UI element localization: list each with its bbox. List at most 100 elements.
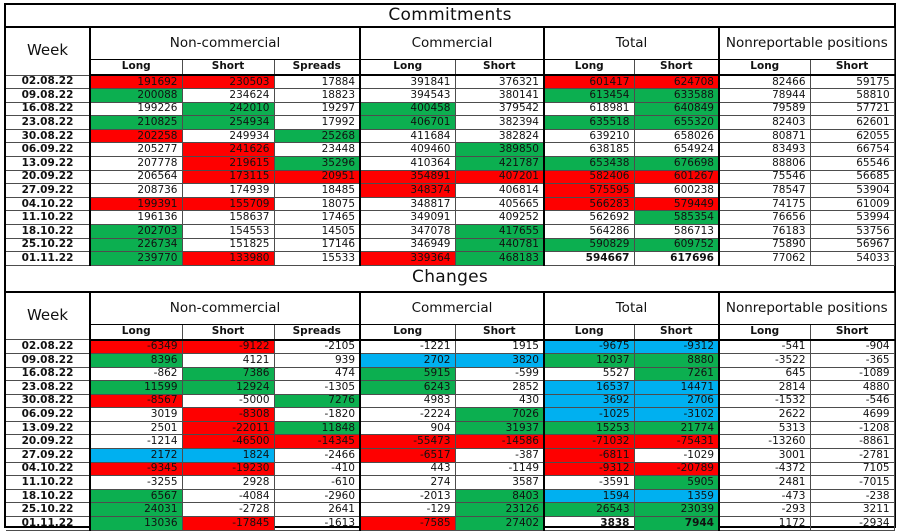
title-row: Changes (6, 265, 895, 293)
value-cell: 219615 (181, 156, 275, 171)
subheader-non-commercial-short: Short (181, 59, 275, 76)
subheader-total-long: Long (543, 323, 635, 341)
table-row: 01.11.22 239770 133980 15533 339364 468183 594… (6, 251, 895, 266)
value-cell: 17884 (273, 74, 361, 90)
value-cell: 443 (359, 461, 456, 477)
subheader-nonreportable-positions-long: Long (718, 59, 811, 76)
value-cell: -610 (273, 475, 361, 490)
value-cell: -541 (718, 339, 811, 354)
value-cell: 17146 (273, 237, 361, 253)
value-cell: 226734 (89, 237, 183, 253)
value-cell: -8308 (181, 407, 275, 422)
value-cell: 394543 (359, 88, 456, 103)
value-cell: 206564 (89, 169, 183, 185)
subheader-commercial-short: Short (454, 59, 545, 76)
value-cell: -8567 (89, 393, 183, 409)
value-cell: 155709 (181, 196, 275, 212)
value-cell: -473 (718, 488, 811, 504)
value-cell: 18823 (273, 88, 361, 103)
value-cell: 191692 (89, 74, 183, 90)
value-cell: 27402 (454, 516, 545, 531)
value-cell: 348374 (359, 183, 456, 198)
value-cell: 638185 (543, 142, 635, 158)
week-cell: 04.10.22 (6, 196, 91, 212)
week-cell: 27.09.22 (6, 448, 91, 463)
value-cell: 2501 (89, 420, 183, 436)
value-cell: 655320 (633, 115, 720, 130)
week-cell: 02.08.22 (6, 339, 91, 354)
subheader-commercial-long: Long (359, 323, 456, 341)
table-row: 11.10.22 196136 158637 17465 349091 409252 562… (6, 210, 895, 226)
subheader-total-short: Short (633, 59, 720, 76)
value-cell: 585354 (633, 210, 720, 226)
value-cell: 3820 (454, 352, 545, 368)
value-cell: 346949 (359, 237, 456, 253)
value-cell: 56967 (809, 237, 895, 253)
value-cell: 430 (454, 393, 545, 409)
value-cell: 654924 (633, 142, 720, 158)
value-cell: -2934 (809, 516, 895, 531)
value-cell: 53994 (809, 210, 895, 226)
value-cell: 2814 (718, 380, 811, 395)
week-cell: 18.10.22 (6, 224, 91, 239)
value-cell: 354891 (359, 169, 456, 185)
subheader-non-commercial-spreads: Spreads (273, 323, 361, 341)
value-cell: 13036 (89, 516, 183, 531)
value-cell: -599 (454, 366, 545, 382)
value-cell: 196136 (89, 210, 183, 226)
table-row: 30.08.22 202258 249934 25268 411684 382824 639… (6, 128, 895, 144)
value-cell: 23126 (454, 502, 545, 518)
value-cell: 640849 (633, 101, 720, 117)
value-cell: 417655 (454, 224, 545, 239)
table-row: 06.09.22 3019 -8308 -1820 -2224 7026 -1025 -310… (6, 407, 895, 422)
value-cell: 562692 (543, 210, 635, 226)
table-row: 13.09.22 2501 -22011 11848 904 31937 15253 2177… (6, 420, 895, 436)
value-cell: 23039 (633, 502, 720, 518)
value-cell: 151825 (181, 237, 275, 253)
week-cell: 09.08.22 (6, 352, 91, 368)
value-cell: 406701 (359, 115, 456, 130)
value-cell: -75431 (633, 434, 720, 450)
value-cell: -1149 (454, 461, 545, 477)
section-title-changes: Changes (6, 265, 895, 293)
value-cell: 613454 (543, 88, 635, 103)
value-cell: -9345 (89, 461, 183, 477)
value-cell: -20789 (633, 461, 720, 477)
changes-body: Changes Week Non-commercial Commercial Tot… (6, 265, 895, 531)
value-cell: 407201 (454, 169, 545, 185)
value-cell: -9675 (543, 339, 635, 354)
table-row: 23.08.22 210825 254934 17992 406701 382394 635… (6, 115, 895, 130)
group-row: Week Non-commercial Commercial Total Nonrep… (6, 26, 895, 76)
value-cell: 14505 (273, 224, 361, 239)
value-cell: 586713 (633, 224, 720, 239)
value-cell: 3587 (454, 475, 545, 490)
table-row: 25.10.22 226734 151825 17146 346949 440781 590… (6, 237, 895, 253)
value-cell: 53756 (809, 224, 895, 239)
value-cell: -6517 (359, 448, 456, 463)
value-cell: 601417 (543, 74, 635, 90)
table-row: 06.09.22 205277 241626 23448 409460 389850 638… (6, 142, 895, 158)
value-cell: -2105 (273, 339, 361, 354)
value-cell: 205277 (89, 142, 183, 158)
week-cell: 04.10.22 (6, 461, 91, 477)
column-group-nonreportable-positions: Nonreportable positions (717, 291, 895, 325)
subheader-row: Long Short Spreads Long Short Long Short Long Sh… (6, 59, 895, 76)
value-cell: 5313 (718, 420, 811, 436)
value-cell: -55473 (359, 434, 456, 450)
value-cell: 406814 (454, 183, 545, 198)
table-row: 09.08.22 8396 4121 939 2702 3820 12037 8880 -352… (6, 352, 895, 368)
value-cell: 639210 (543, 128, 635, 144)
value-cell: 939 (273, 352, 361, 368)
value-cell: -129 (359, 502, 456, 518)
week-cell: 06.09.22 (6, 142, 91, 158)
week-cell: 25.10.22 (6, 502, 91, 518)
week-cell: 25.10.22 (6, 237, 91, 253)
value-cell: 601267 (633, 169, 720, 185)
value-cell: 207778 (89, 156, 183, 171)
value-cell: 57721 (809, 101, 895, 117)
value-cell: -1613 (273, 516, 361, 531)
week-cell: 27.09.22 (6, 183, 91, 198)
value-cell: 8880 (633, 352, 720, 368)
value-cell: 2706 (633, 393, 720, 409)
week-cell: 09.08.22 (6, 88, 91, 103)
